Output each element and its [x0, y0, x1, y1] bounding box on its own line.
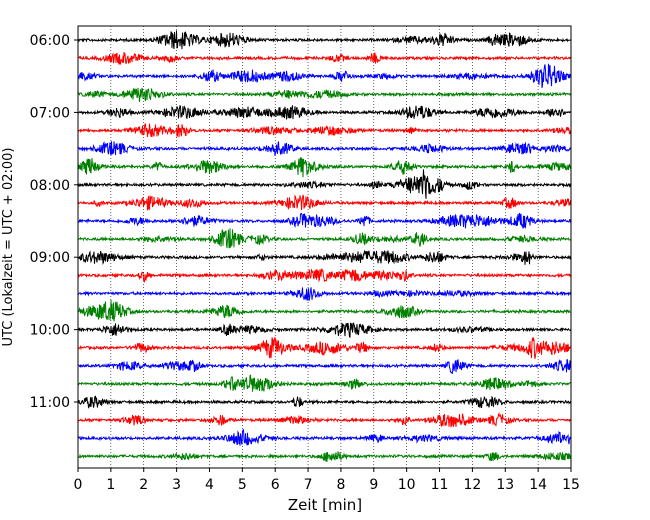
- trace-1130: [77, 429, 572, 446]
- trace-0700: [77, 104, 572, 120]
- y-tick-label: 10:00: [30, 323, 70, 339]
- x-tick-label: 2: [139, 477, 148, 493]
- trace-1000: [77, 322, 572, 339]
- y-axis-ticks: 06:00 07:00 08:00 09:00 10:00 11:00: [30, 33, 78, 411]
- trace-1045: [77, 374, 572, 392]
- y-tick-label: 09:00: [30, 250, 70, 266]
- trace-0945: [77, 300, 572, 322]
- x-tick-label: 12: [463, 477, 481, 493]
- trace-1115: [77, 412, 572, 428]
- trace-0715: [77, 123, 572, 138]
- y-tick-label: 07:00: [30, 105, 70, 121]
- x-tick-label: 0: [74, 477, 83, 493]
- y-axis-label: UTC (Lokalzeit = UTC + 02:00): [1, 148, 16, 347]
- x-axis-ticks: 0 1 2 3 4 5 6 7 8 9 10 11 12 13 14 15: [74, 468, 580, 493]
- trace-1030: [77, 358, 572, 374]
- x-tick-label: 11: [431, 477, 449, 493]
- x-tick-label: 5: [238, 477, 247, 493]
- trace-0730: [77, 141, 572, 156]
- trace-0815: [77, 194, 572, 211]
- trace-0845: [77, 228, 572, 249]
- trace-0645: [77, 87, 572, 102]
- y-tick-label: 06:00: [30, 33, 70, 49]
- trace-0915: [77, 268, 572, 283]
- x-tick-label: 3: [172, 477, 181, 493]
- x-tick-label: 15: [562, 477, 580, 493]
- trace-0930: [77, 287, 572, 302]
- trace-0900: [77, 249, 572, 265]
- x-tick-label: 13: [496, 477, 514, 493]
- trace-1145: [77, 451, 572, 462]
- x-axis-label: Zeit [min]: [288, 496, 362, 514]
- seismogram-traces: [77, 30, 572, 462]
- x-tick-label: 1: [106, 477, 115, 493]
- x-tick-label: 9: [369, 477, 378, 493]
- trace-0800: [77, 169, 572, 199]
- trace-1015: [77, 336, 572, 359]
- y-tick-label: 11:00: [30, 395, 70, 411]
- trace-0830: [77, 212, 572, 230]
- x-tick-label: 14: [529, 477, 547, 493]
- trace-0615: [77, 52, 572, 65]
- x-tick-label: 8: [336, 477, 345, 493]
- trace-0600: [77, 30, 572, 50]
- trace-0745: [77, 157, 572, 178]
- x-tick-label: 7: [304, 477, 313, 493]
- x-tick-label: 6: [271, 477, 280, 493]
- y-tick-label: 08:00: [30, 178, 70, 194]
- x-tick-label: 4: [205, 477, 214, 493]
- trace-1100: [77, 395, 572, 409]
- plot-frame: [77, 25, 572, 469]
- trace-0630: [77, 63, 572, 89]
- x-tick-label: 10: [398, 477, 416, 493]
